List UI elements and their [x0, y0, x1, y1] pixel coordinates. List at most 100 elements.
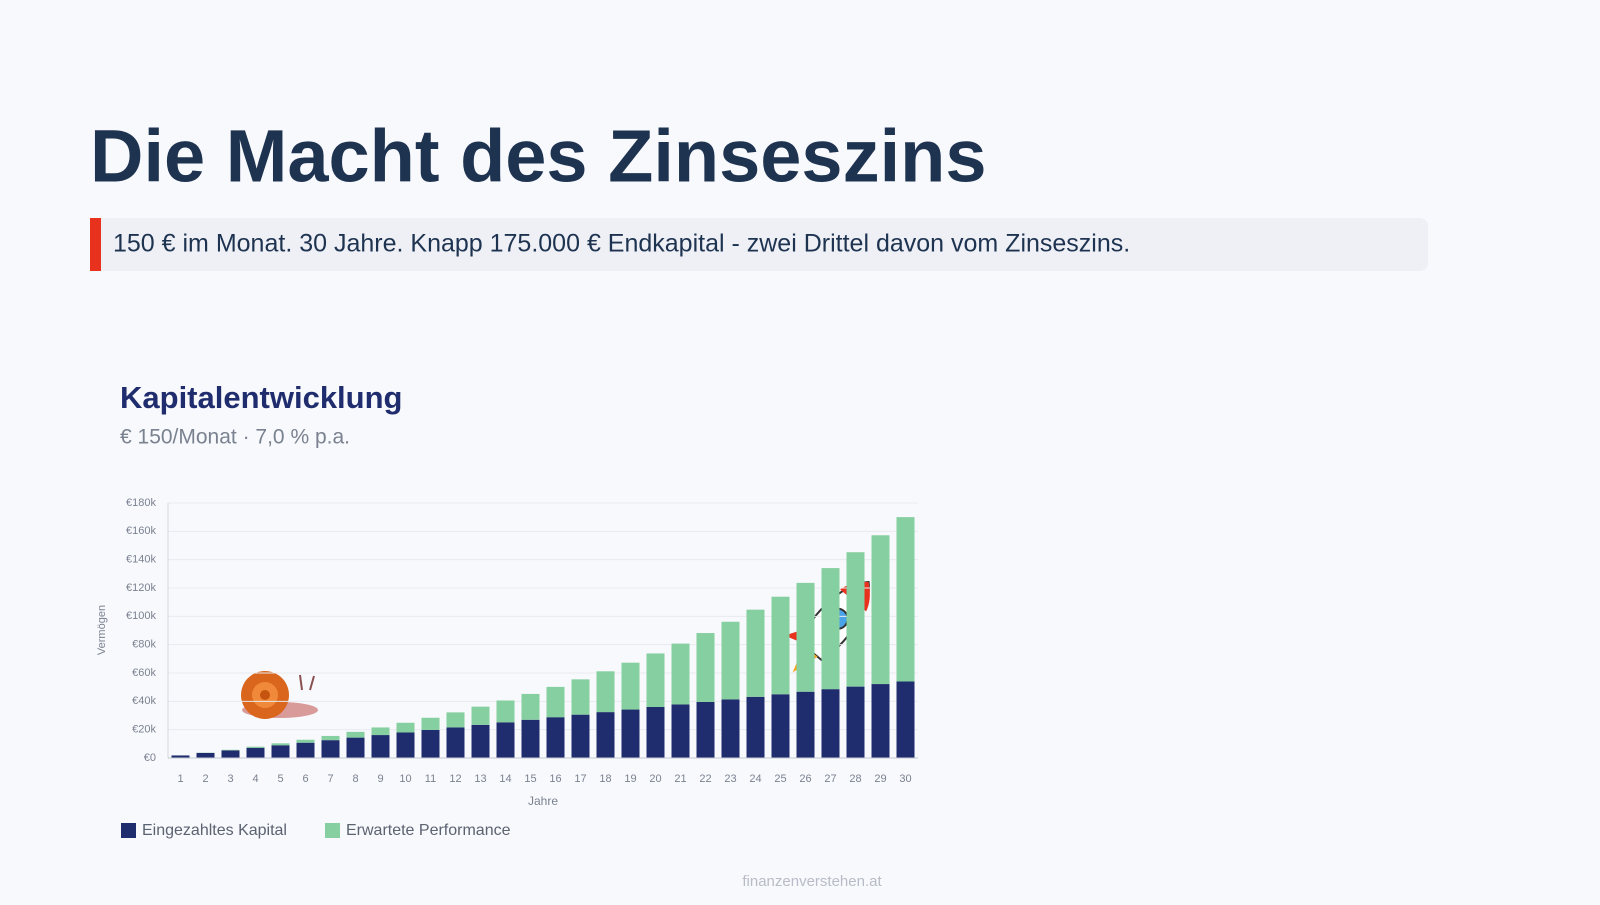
bar-segment [297, 740, 315, 743]
x-tick-label: 15 [524, 773, 536, 785]
y-tick-label: €60k [132, 667, 156, 679]
bar-segment [797, 583, 815, 692]
x-tick-label: 12 [449, 773, 461, 785]
x-tick-label: 19 [624, 773, 636, 785]
x-tick-label: 24 [749, 773, 761, 785]
bar-segment [547, 687, 565, 717]
y-tick-label: €20k [132, 724, 156, 736]
footer: finanzenverstehen.at [742, 873, 882, 890]
x-tick-label: 23 [724, 773, 736, 785]
bar-segment [847, 552, 865, 686]
y-tick-label: €80k [132, 639, 156, 651]
x-tick-label: 27 [824, 773, 836, 785]
bar-segment [222, 750, 240, 751]
y-tick-label: €160k [126, 525, 156, 537]
slide-title: Die Macht des Zinseszins [90, 115, 987, 198]
x-tick-label: 30 [899, 773, 911, 785]
bar-segment [647, 653, 665, 707]
y-tick-label: €40k [132, 695, 156, 707]
bar-segment [672, 704, 690, 758]
bar-segment [647, 707, 665, 758]
y-tick-label: €100k [126, 610, 156, 622]
bar-segment [772, 694, 790, 758]
bar-segment [547, 717, 565, 758]
chart-subtitle: € 150/Monat · 7,0 % p.a. [120, 426, 350, 449]
bar-segment [672, 644, 690, 705]
x-tick-label: 10 [399, 773, 411, 785]
snail [241, 671, 318, 719]
bar-segment [522, 694, 540, 720]
x-tick-label: 9 [377, 773, 383, 785]
bar-segment [497, 700, 515, 722]
y-tick-label: €180k [126, 497, 156, 509]
slide-subtitle: 150 € im Monat. 30 Jahre. Knapp 175.000 … [113, 230, 1130, 258]
x-axis-label: Jahre [528, 794, 558, 808]
x-tick-label: 1 [177, 773, 183, 785]
x-tick-label: 21 [674, 773, 686, 785]
bar-segment [522, 720, 540, 758]
x-tick-label: 16 [549, 773, 561, 785]
bar-segment [897, 517, 915, 681]
bar-segment [372, 727, 390, 735]
y-axis-label: Vermögen [96, 605, 108, 655]
x-tick-label: 11 [425, 773, 436, 785]
bar-segment [297, 743, 315, 758]
bar-segment [322, 740, 340, 758]
bar-segment [422, 718, 440, 730]
bar-segment [397, 723, 415, 733]
y-tick-label: €0 [144, 752, 156, 764]
x-tick-label: 7 [327, 773, 333, 785]
bar-segment [772, 597, 790, 695]
y-tick-label: €140k [126, 554, 156, 566]
legend-swatch [121, 823, 136, 838]
x-tick-label: 14 [499, 773, 511, 785]
bar-segment [597, 712, 615, 758]
bar-segment [797, 692, 815, 758]
x-tick-label: 22 [699, 773, 711, 785]
bar-segment [422, 730, 440, 758]
x-tick-label: 5 [277, 773, 283, 785]
bar-segment [397, 733, 415, 759]
x-tick-label: 26 [799, 773, 811, 785]
legend-label: Erwartete Performance [346, 822, 511, 839]
bar-segment [747, 610, 765, 697]
bar-segment [697, 633, 715, 702]
bar-segment [447, 727, 465, 758]
x-tick-label: 17 [574, 773, 586, 785]
bar-segment [472, 707, 490, 725]
bar-segment [847, 687, 865, 758]
x-tick-label: 6 [302, 773, 308, 785]
x-tick-label: 8 [352, 773, 358, 785]
bar-segment [722, 699, 740, 758]
bar-segment [222, 750, 240, 758]
bar-segment [747, 697, 765, 758]
bar-segment [622, 663, 640, 710]
legend-swatch [325, 823, 340, 838]
bar-segment [197, 753, 215, 758]
bar-segment [272, 743, 290, 745]
x-tick-label: 13 [474, 773, 486, 785]
bar-segment [822, 568, 840, 689]
chart-title: Kapitalentwicklung [120, 380, 402, 415]
x-tick-label: 28 [849, 773, 861, 785]
x-tick-label: 29 [874, 773, 886, 785]
bar-segment [322, 736, 340, 740]
bar-segment [247, 748, 265, 758]
bar-segment [347, 738, 365, 758]
accent-bar [90, 218, 101, 271]
bar-segment [447, 712, 465, 727]
bar-segment [272, 745, 290, 758]
bar-segment [897, 682, 915, 759]
legend-label: Eingezahltes Kapital [142, 822, 287, 839]
bar-segment [822, 689, 840, 758]
bar-segment [472, 725, 490, 758]
y-tick-label: €120k [126, 582, 156, 594]
x-tick-label: 18 [599, 773, 611, 785]
x-tick-label: 20 [649, 773, 661, 785]
x-tick-label: 2 [202, 773, 208, 785]
bar-segment [572, 679, 590, 714]
bar-segment [597, 671, 615, 712]
bar-segment [497, 722, 515, 758]
